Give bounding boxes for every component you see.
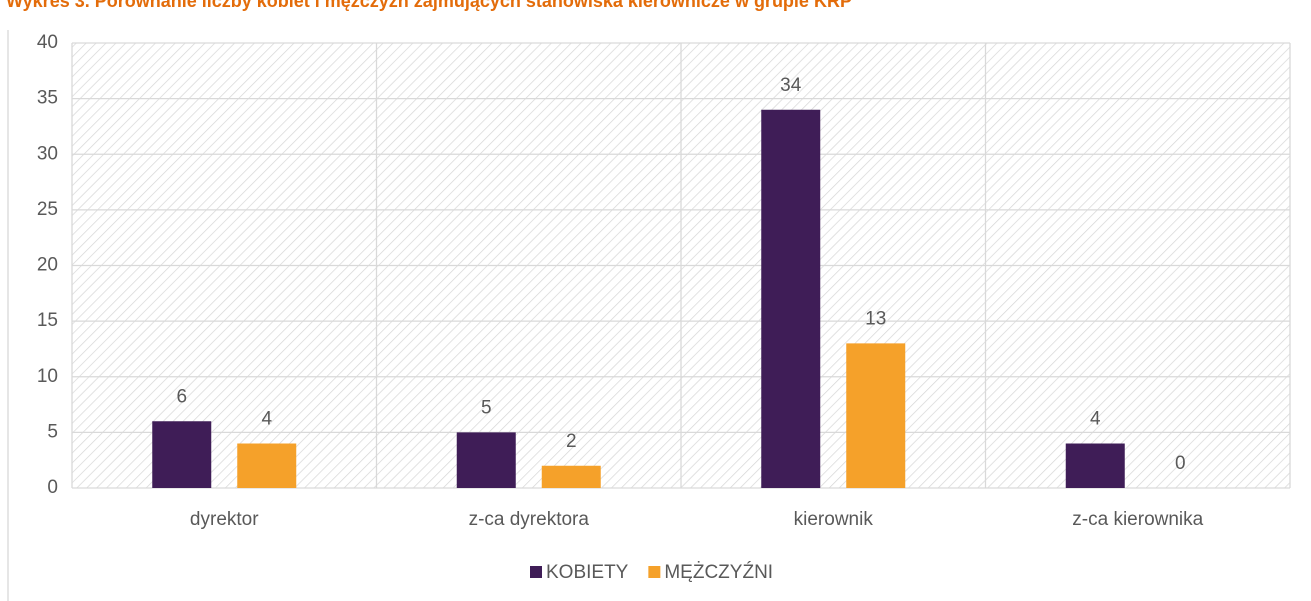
bar: [1065, 443, 1125, 488]
y-tick-label: 25: [37, 199, 58, 220]
legend-label: KOBIETY: [546, 562, 629, 583]
x-tick-label: z-ca kierownika: [1072, 509, 1203, 530]
y-tick-label: 20: [37, 255, 58, 276]
chart-title: Wykres 3. Porównanie liczby kobiet i męż…: [6, 0, 852, 11]
y-tick-label: 10: [37, 366, 58, 387]
y-tick-label: 5: [47, 421, 58, 442]
data-label: 0: [1175, 453, 1186, 474]
y-tick-label: 15: [37, 310, 58, 331]
data-label: 5: [481, 397, 492, 418]
data-label: 4: [261, 409, 272, 430]
legend-swatch: [530, 566, 542, 578]
bar: [456, 432, 516, 488]
y-tick-label: 30: [37, 143, 58, 164]
x-tick-label: kierownik: [794, 509, 874, 530]
data-label: 13: [865, 308, 886, 329]
data-label: 4: [1090, 409, 1101, 430]
x-tick-label: z-ca dyrektora: [469, 509, 590, 530]
y-tick-label: 40: [37, 32, 58, 53]
y-tick-label: 35: [37, 88, 58, 109]
x-tick-label: dyrektor: [190, 509, 259, 530]
data-label: 2: [566, 431, 577, 452]
legend-swatch: [648, 566, 661, 578]
data-label: 34: [780, 75, 802, 96]
legend-label: MĘŻCZYŹNI: [664, 562, 773, 583]
data-label: 6: [176, 386, 187, 407]
bar: [152, 421, 212, 488]
y-tick-label: 0: [47, 477, 58, 498]
bar: [761, 109, 821, 488]
bar: [846, 343, 906, 488]
bar: [541, 465, 601, 488]
bar: [237, 443, 297, 488]
